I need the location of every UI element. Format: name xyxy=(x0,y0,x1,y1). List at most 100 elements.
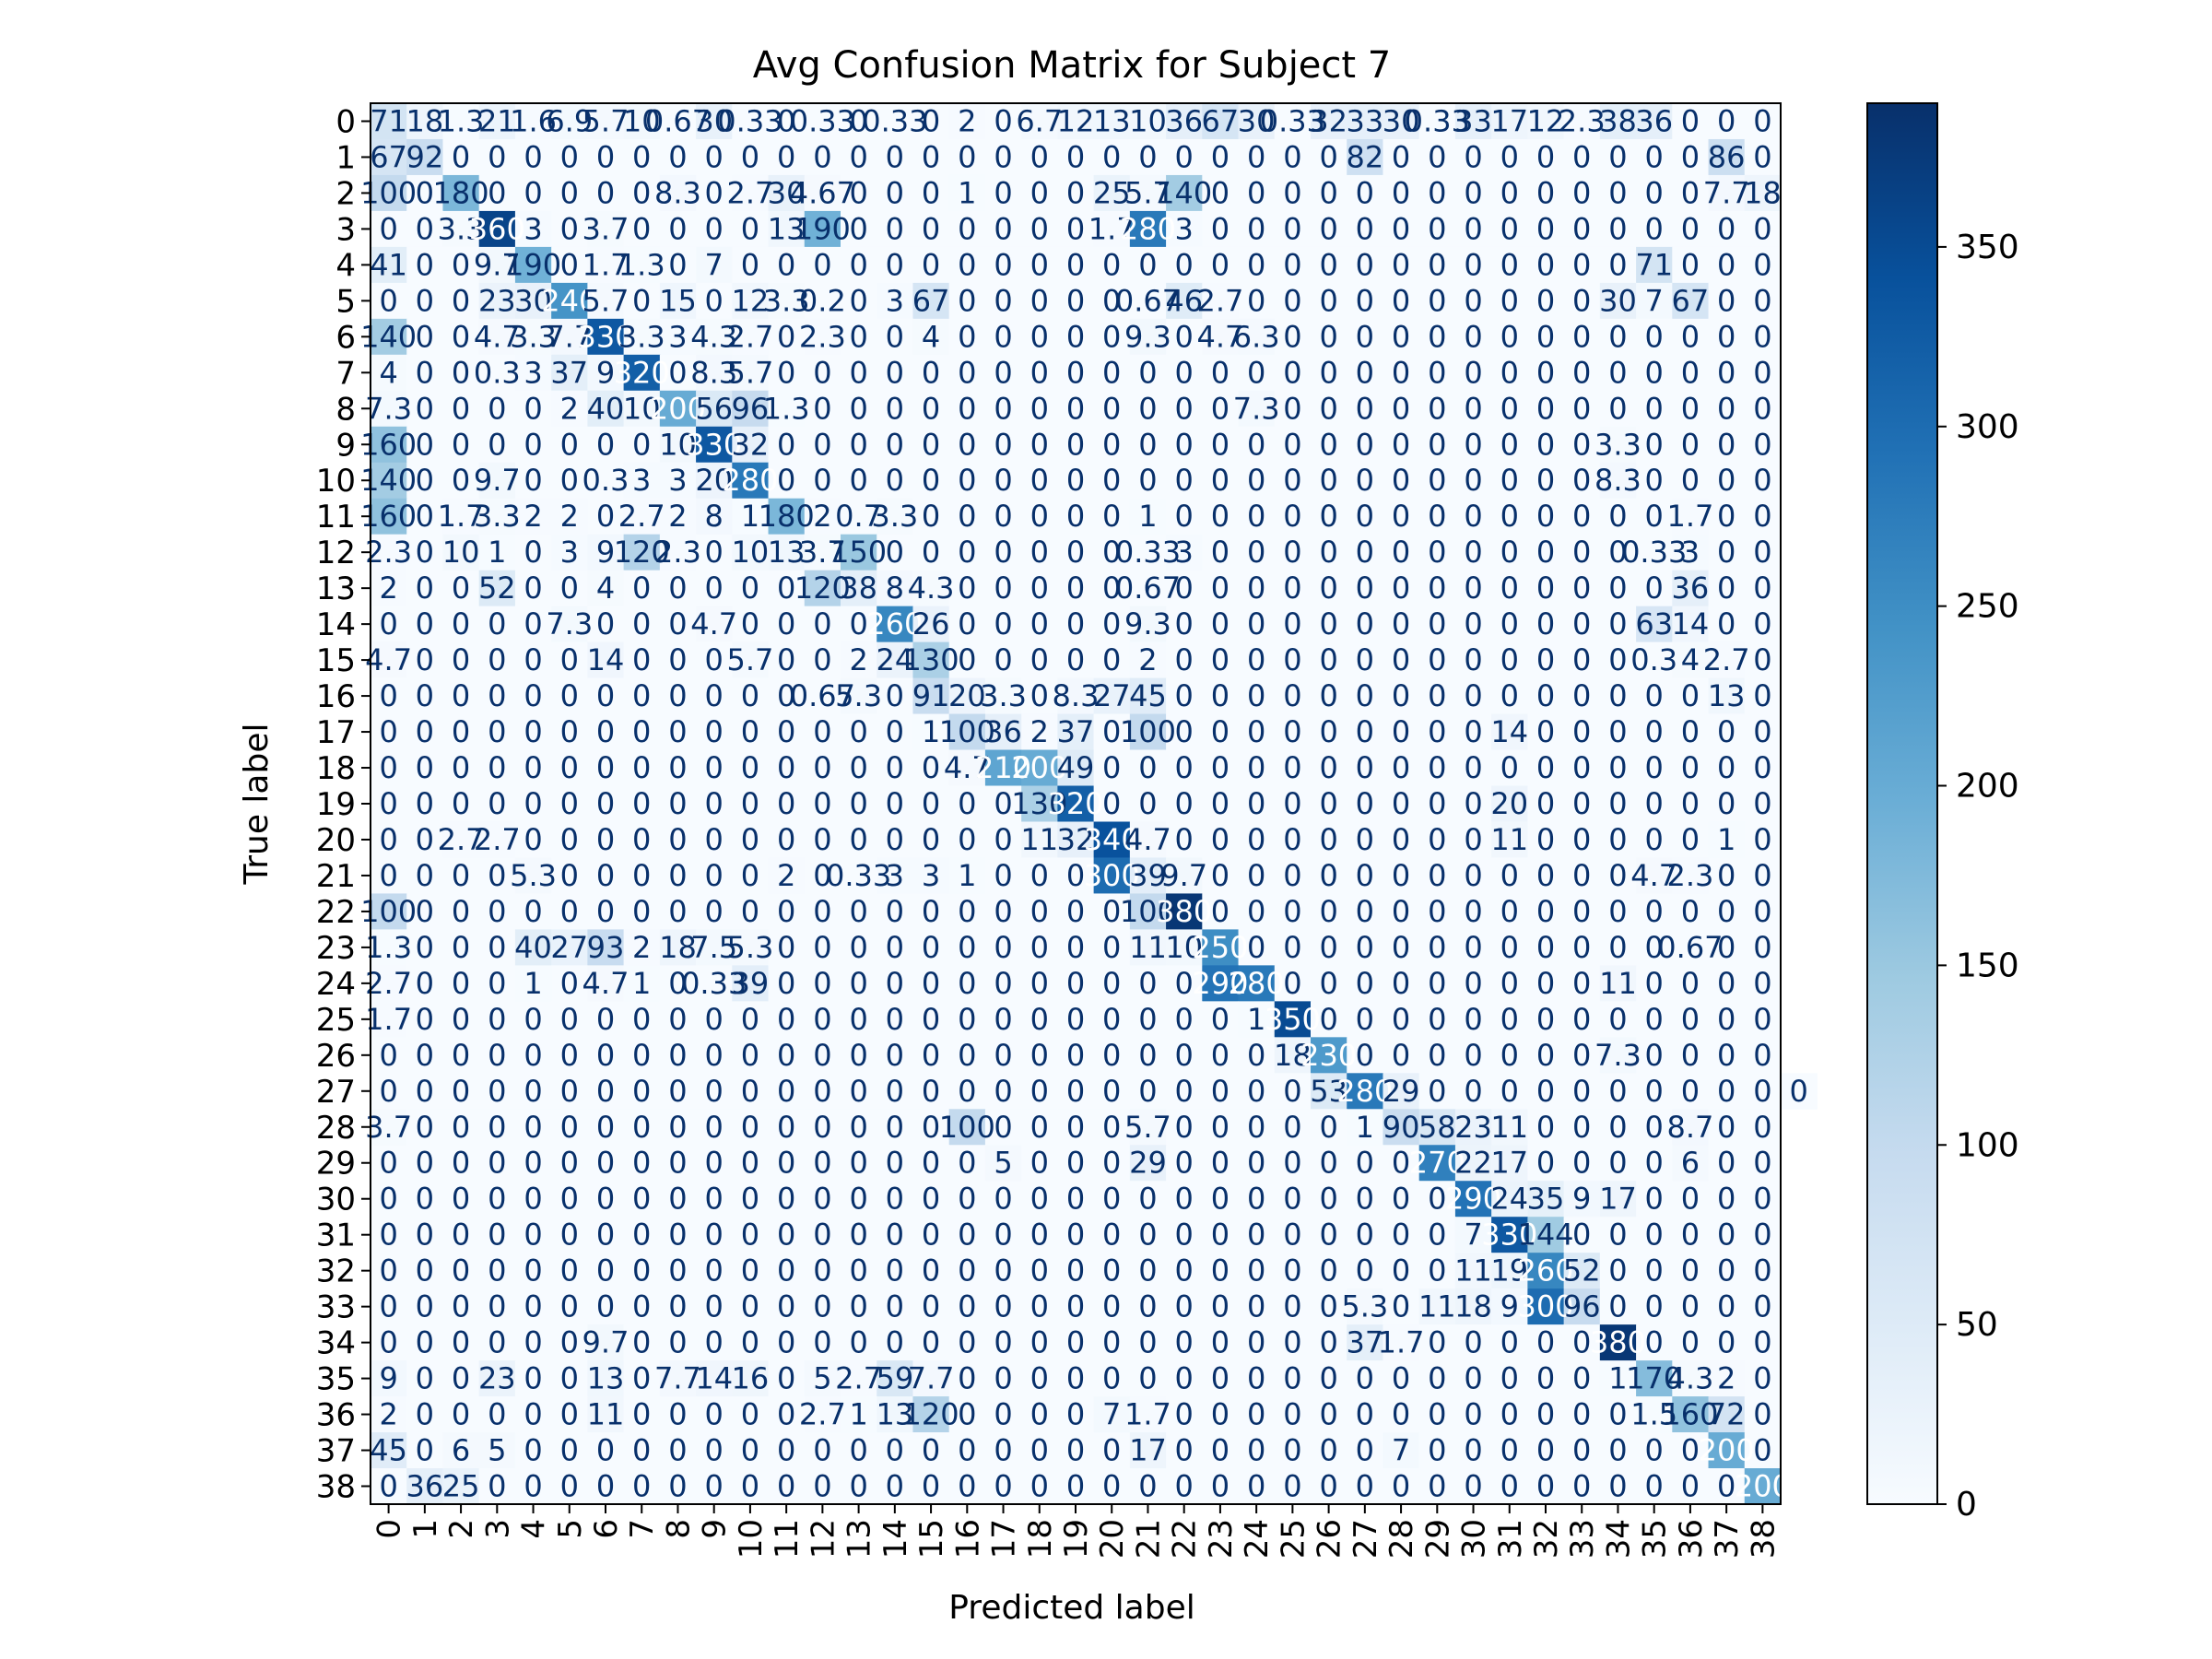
heatmap-cell-value: 0 xyxy=(1319,1433,1337,1468)
heatmap-cell-value: 0 xyxy=(1753,463,1771,498)
heatmap-cell-value: 0 xyxy=(1211,139,1230,174)
heatmap-cell-value: 0 xyxy=(1645,391,1664,426)
heatmap-cell xyxy=(1129,318,1167,356)
heatmap-cell-value: 14 xyxy=(1672,606,1710,641)
heatmap-cell-value: 1 xyxy=(524,966,542,1001)
heatmap-cell-value: 0 xyxy=(994,319,1012,354)
colorbar-tick-label: 350 xyxy=(1956,229,2019,266)
heatmap-cell xyxy=(1454,426,1492,464)
heatmap-cell-value: 0 xyxy=(922,103,940,138)
heatmap-cell-value: 0 xyxy=(1066,571,1085,606)
heatmap-cell xyxy=(1382,462,1420,500)
heatmap-cell xyxy=(984,282,1022,320)
heatmap-cell-value: 0 xyxy=(1175,1182,1194,1217)
heatmap-cell-value: 0 xyxy=(416,1074,434,1109)
heatmap-cell-value: 0 xyxy=(1138,1253,1157,1288)
heatmap-cell xyxy=(551,282,588,320)
heatmap-cell-value: 0 xyxy=(452,1289,470,1324)
heatmap-cell-value: 0 xyxy=(813,786,831,821)
heatmap-cell-value: 0 xyxy=(1102,1002,1121,1037)
heatmap-cell xyxy=(514,462,552,500)
heatmap-cell-value: 0 xyxy=(1030,175,1049,210)
heatmap-cell xyxy=(478,246,516,284)
heatmap-cell-value: 0 xyxy=(524,1253,542,1288)
heatmap-cell-value: 0 xyxy=(1717,606,1735,641)
heatmap-cell xyxy=(406,462,444,500)
heatmap-cell-value: 230 xyxy=(1300,1038,1357,1073)
heatmap-cell xyxy=(1347,282,1384,320)
heatmap-cell-value: 0 xyxy=(1753,139,1771,174)
heatmap-cell-value: 0.3 xyxy=(582,463,629,498)
heatmap-cell-value: 0 xyxy=(560,1253,579,1288)
heatmap-cell xyxy=(1021,103,1058,140)
heatmap-cell-value: 0 xyxy=(1608,1002,1627,1037)
heatmap-cell-value: 0 xyxy=(560,427,579,462)
heatmap-cell-value: 0 xyxy=(1428,606,1446,641)
heatmap-cell xyxy=(984,103,1022,140)
heatmap-cell xyxy=(1599,498,1637,535)
heatmap-cell-value: 67 xyxy=(912,283,950,318)
heatmap-cell-value: 0 xyxy=(1175,1038,1194,1073)
heatmap-cell xyxy=(478,498,516,535)
heatmap-cell-value: 90 xyxy=(1382,1110,1420,1145)
heatmap-cell-value: 0 xyxy=(741,1146,759,1181)
heatmap-cell-value: 0 xyxy=(416,750,434,785)
heatmap-cell xyxy=(1238,138,1276,176)
heatmap-cell xyxy=(1454,246,1492,284)
heatmap-cell-value: 0 xyxy=(705,571,724,606)
heatmap-cell-value: 0 xyxy=(1356,678,1374,713)
heatmap-cell-value: 0 xyxy=(1753,391,1771,426)
heatmap-cell-value: 0 xyxy=(1138,1361,1157,1396)
heatmap-cell xyxy=(1347,246,1384,284)
heatmap-cell-value: 0 xyxy=(1753,535,1771,570)
heatmap-cell-value: 0 xyxy=(1608,1218,1627,1253)
heatmap-cell-value: 0 xyxy=(1030,1289,1049,1324)
heatmap-cell-value: 0 xyxy=(922,1002,940,1037)
heatmap-cell-value: 14 xyxy=(587,642,625,677)
heatmap-cell xyxy=(1238,498,1276,535)
heatmap-cell-value: 0 xyxy=(1464,175,1482,210)
heatmap-cell-value: 0 xyxy=(1536,1002,1555,1037)
heatmap-cell-value: 0 xyxy=(632,139,651,174)
heatmap-cell-value: 0 xyxy=(1319,606,1337,641)
heatmap-cell-value: 0 xyxy=(1608,175,1627,210)
heatmap-cell-value: 0 xyxy=(1645,714,1664,749)
heatmap-cell-value: 0 xyxy=(1211,1182,1230,1217)
heatmap-cell-value: 0 xyxy=(1392,1182,1410,1217)
heatmap-cell xyxy=(984,534,1022,571)
heatmap-cell-value: 0 xyxy=(994,1433,1012,1468)
heatmap-cell-value: 0 xyxy=(379,211,397,246)
heatmap-cell xyxy=(1708,606,1746,643)
heatmap-cell-value: 0 xyxy=(1030,355,1049,390)
heatmap-cell-value: 0 xyxy=(705,1289,724,1324)
heatmap-cell-value: 0 xyxy=(452,1253,470,1288)
heatmap-cell-value: 0 xyxy=(1645,1002,1664,1037)
heatmap-cell-value: 0 xyxy=(1500,930,1519,965)
heatmap-cell-value: 0 xyxy=(777,1002,795,1037)
heatmap-cell-value: 3.3 xyxy=(1594,427,1641,462)
x-tick-label: 7 xyxy=(624,1519,661,1539)
heatmap-cell xyxy=(514,534,552,571)
heatmap-cell xyxy=(841,210,877,248)
heatmap-cell xyxy=(1672,103,1710,140)
heatmap-cell-value: 0 xyxy=(813,1253,831,1288)
heatmap-cell-value: 0 xyxy=(632,1074,651,1109)
heatmap-cell-value: 0 xyxy=(994,355,1012,390)
heatmap-cell xyxy=(442,641,480,679)
heatmap-cell-value: 0 xyxy=(560,1397,579,1432)
heatmap-cell-value: 0 xyxy=(1175,1218,1194,1253)
heatmap-cell-value: 0 xyxy=(1102,894,1121,929)
heatmap-cell xyxy=(1311,606,1347,643)
heatmap-cell-value: 0 xyxy=(1356,750,1374,785)
heatmap-cell xyxy=(1274,426,1312,464)
heatmap-cell-value: 0 xyxy=(1428,822,1446,857)
heatmap-cell xyxy=(1021,534,1058,571)
heatmap-cell-value: 0 xyxy=(1211,499,1230,534)
heatmap-cell-value: 380 xyxy=(1590,1325,1646,1360)
heatmap-cell-value: 0 xyxy=(416,391,434,426)
y-tick-label: 30 xyxy=(316,1182,356,1218)
heatmap-cell-value: 0 xyxy=(632,606,651,641)
heatmap-cell-value: 0 xyxy=(1572,966,1591,1001)
heatmap-cell xyxy=(1491,103,1528,140)
heatmap-cell xyxy=(877,103,914,140)
